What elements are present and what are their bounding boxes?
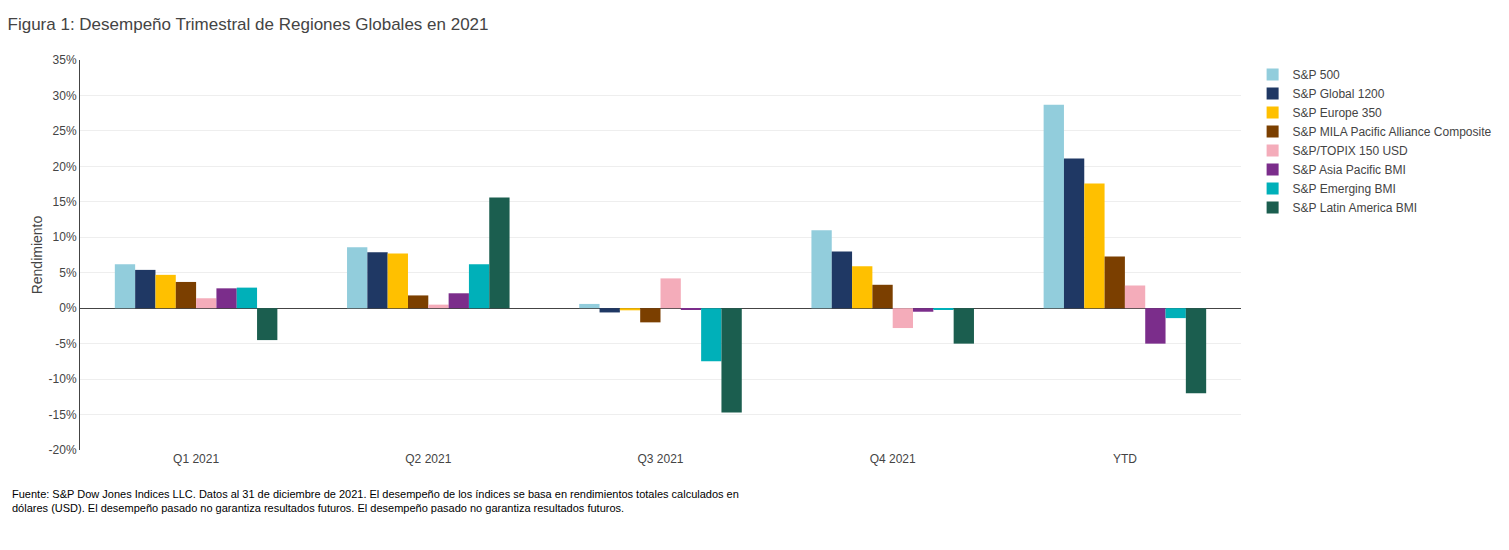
svg-text:Fuente: S&P Dow Jones Indices: Fuente: S&P Dow Jones Indices LLC. Datos… bbox=[12, 488, 739, 514]
svg-text:S&P/TOPIX 150 USD: S&P/TOPIX 150 USD bbox=[1293, 144, 1408, 158]
svg-text:S&P Europe 350: S&P Europe 350 bbox=[1293, 106, 1383, 120]
svg-text:0%: 0% bbox=[59, 301, 77, 315]
svg-text:-10%: -10% bbox=[49, 372, 77, 386]
svg-text:-15%: -15% bbox=[49, 408, 77, 422]
svg-text:15%: 15% bbox=[53, 195, 77, 209]
svg-text:-5%: -5% bbox=[55, 337, 77, 351]
svg-text:35%: 35% bbox=[53, 53, 77, 67]
svg-text:S&P MILA Pacific Alliance Comp: S&P MILA Pacific Alliance Composite bbox=[1293, 125, 1492, 139]
svg-text:S&P Global 1200: S&P Global 1200 bbox=[1293, 87, 1385, 101]
svg-text:5%: 5% bbox=[59, 266, 77, 280]
svg-text:Figura 1: Desempeño Trimestral: Figura 1: Desempeño Trimestral de Region… bbox=[8, 15, 489, 34]
svg-text:Q2 2021: Q2 2021 bbox=[405, 452, 451, 466]
svg-text:Q3 2021: Q3 2021 bbox=[637, 452, 683, 466]
svg-text:20%: 20% bbox=[53, 160, 77, 174]
svg-text:Rendimiento: Rendimiento bbox=[29, 215, 45, 294]
svg-text:S&P Latin America BMI: S&P Latin America BMI bbox=[1293, 201, 1418, 215]
svg-text:YTD: YTD bbox=[1113, 452, 1137, 466]
svg-text:S&P 500: S&P 500 bbox=[1293, 68, 1340, 82]
svg-text:-20%: -20% bbox=[49, 443, 77, 457]
svg-text:S&P Emerging BMI: S&P Emerging BMI bbox=[1293, 182, 1396, 196]
svg-text:10%: 10% bbox=[53, 230, 77, 244]
svg-text:30%: 30% bbox=[53, 89, 77, 103]
svg-text:S&P Asia Pacific BMI: S&P Asia Pacific BMI bbox=[1293, 163, 1406, 177]
svg-text:25%: 25% bbox=[53, 124, 77, 138]
svg-text:Q1 2021: Q1 2021 bbox=[173, 452, 219, 466]
svg-text:Q4 2021: Q4 2021 bbox=[870, 452, 916, 466]
